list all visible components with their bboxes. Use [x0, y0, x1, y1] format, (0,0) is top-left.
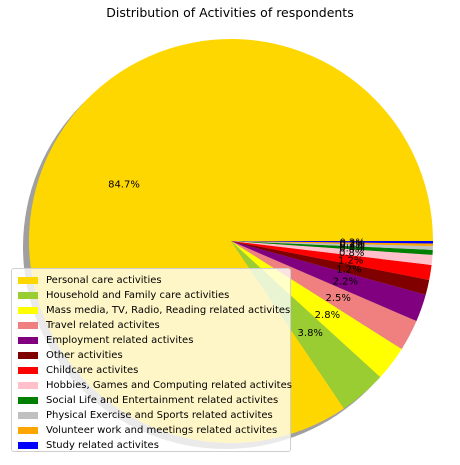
legend-label: Mass media, TV, Radio, Reading related a…: [46, 305, 291, 316]
legend-swatch: [18, 367, 38, 374]
legend-item-12: Study related activites: [18, 438, 284, 453]
pie-percent-label-9: 0.4%: [339, 243, 364, 254]
legend-swatch: [18, 382, 38, 389]
legend-swatch: [18, 307, 38, 314]
pie-slice-12: [231, 241, 433, 244]
legend-swatch: [18, 337, 38, 344]
legend-label: Employment related activites: [46, 335, 194, 346]
pie-percent-label-12: 0.2%: [339, 237, 364, 248]
legend-item-3: Mass media, TV, Radio, Reading related a…: [18, 303, 290, 318]
pie-percent-label-6: 1.2%: [336, 264, 361, 275]
legend-item-6: Other activities: [18, 348, 284, 363]
legend-label: Study related activites: [46, 440, 159, 451]
legend-item-2: Household and Family care activities: [18, 288, 284, 303]
pie-percent-label-4: 2.5%: [325, 293, 350, 304]
legend-item-11: Volunteer work and meetings related acti…: [18, 423, 284, 438]
pie-percent-label-2: 3.8%: [298, 328, 323, 339]
legend-swatch: [18, 322, 38, 329]
legend-label: Social Life and Entertainment related ac…: [46, 395, 279, 406]
pie-slice-5: [231, 241, 426, 321]
legend-item-1: Personal care activities: [18, 273, 284, 288]
legend-label: Travel related activites: [46, 320, 160, 331]
pie-slice-8: [231, 241, 433, 265]
pie-percent-label-3: 2.8%: [315, 310, 340, 321]
legend-swatch: [18, 412, 38, 419]
legend-label: Household and Family care activities: [46, 290, 230, 301]
legend-item-5: Employment related activites: [18, 333, 284, 348]
legend-swatch: [18, 442, 38, 449]
pie-slice-4: [231, 241, 417, 349]
pie-slice-6: [231, 241, 430, 295]
legend-label: Hobbies, Games and Computing related act…: [46, 380, 292, 391]
legend-label: Childcare activites: [46, 365, 139, 376]
legend-label: Physical Exercise and Sports related act…: [46, 410, 273, 421]
legend-swatch: [18, 427, 38, 434]
pie-percent-label-11: 0.2%: [339, 239, 364, 250]
pie-percent-label-10: 0.3%: [339, 241, 364, 252]
legend-item-8: Hobbies, Games and Computing related act…: [18, 378, 292, 393]
legend-label: Volunteer work and meetings related acti…: [46, 425, 278, 436]
legend-item-9: Social Life and Entertainment related ac…: [18, 393, 284, 408]
legend: Personal care activities Household and Fa…: [11, 268, 292, 453]
pie-slice-9: [231, 241, 433, 255]
chart-title: Distribution of Activities of respondent…: [106, 5, 354, 20]
legend-label: Personal care activities: [46, 275, 162, 286]
legend-swatch: [18, 277, 38, 284]
pie-percent-labels: 84.7%3.8%2.8%2.5%2.2%1.2%1.2%0.8%0.4%0.3…: [108, 180, 365, 340]
pie-percent-label-1: 84.7%: [108, 180, 140, 191]
legend-item-7: Childcare activites: [18, 363, 284, 378]
pie-percent-label-5: 2.2%: [333, 277, 358, 288]
legend-label: Other activities: [46, 350, 123, 361]
legend-item-4: Travel related activites: [18, 318, 284, 333]
pie-slice-7: [231, 241, 432, 280]
legend-swatch: [18, 352, 38, 359]
pie-percent-label-7: 1.2%: [338, 255, 363, 266]
pie-percent-label-8: 0.8%: [339, 248, 364, 259]
pie-slice-11: [231, 241, 433, 247]
pie-slice-10: [231, 241, 433, 250]
legend-item-10: Physical Exercise and Sports related act…: [18, 408, 284, 423]
legend-swatch: [18, 397, 38, 404]
legend-swatch: [18, 292, 38, 299]
